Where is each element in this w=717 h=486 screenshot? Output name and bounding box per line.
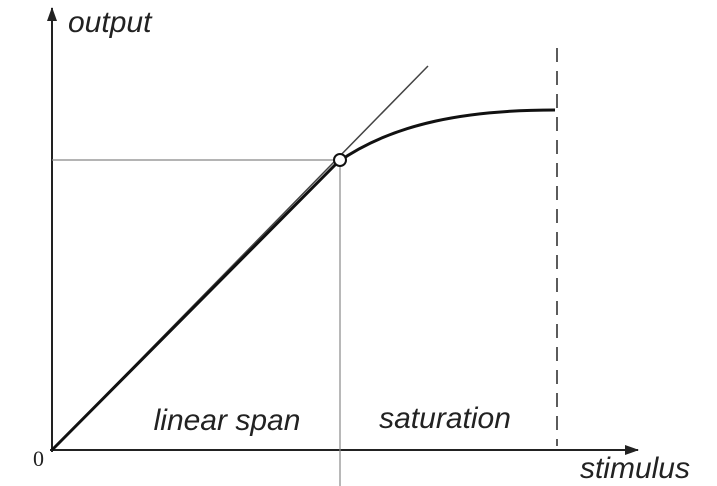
origin-label: 0: [33, 446, 44, 471]
response-curve: [50, 108, 556, 452]
region-label: saturation: [379, 402, 511, 435]
x-axis-label: stimulus: [580, 452, 690, 485]
y-axis-label: output: [68, 6, 153, 39]
knee-point: [333, 153, 347, 167]
region-label: linear span: [154, 404, 301, 437]
